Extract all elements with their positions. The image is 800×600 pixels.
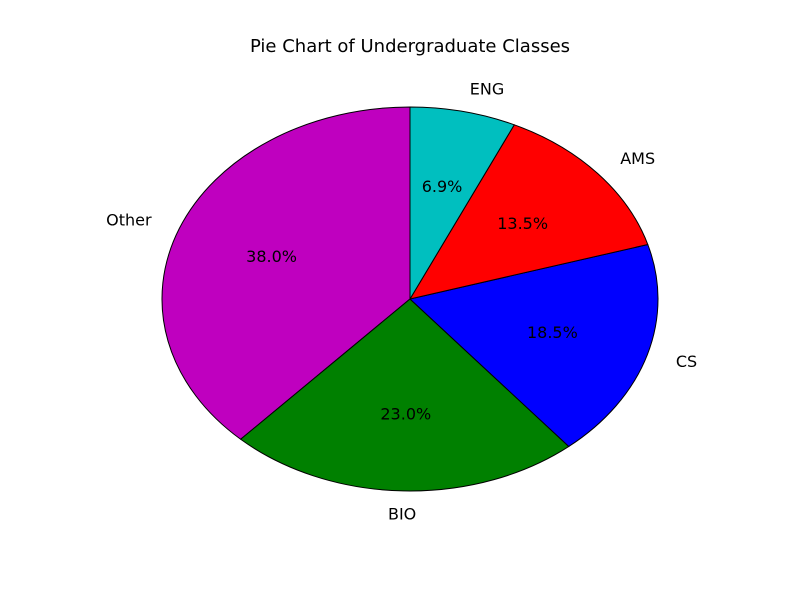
chart-title: Pie Chart of Undergraduate Classes bbox=[250, 36, 570, 57]
pie-slice-cs bbox=[409, 244, 659, 447]
pie-slices bbox=[161, 106, 659, 492]
pie-slice-other bbox=[161, 106, 411, 440]
pie-slice-eng bbox=[409, 106, 515, 300]
pie-slice-ams bbox=[409, 124, 649, 300]
slice-percent-other: 38.0% bbox=[246, 247, 297, 266]
slice-percent-eng: 6.9% bbox=[422, 177, 463, 196]
slice-label-eng: ENG bbox=[470, 80, 504, 99]
slice-label-bio: BIO bbox=[388, 504, 416, 523]
slice-label-ams: AMS bbox=[620, 149, 655, 168]
pie-labels: Other 38.0% BIO 23.0% CS 18.5% AMS 13.5% ENG 6.9% bbox=[106, 80, 697, 524]
slice-label-cs: CS bbox=[676, 352, 697, 371]
pie-slice-bio bbox=[240, 298, 570, 492]
slice-percent-bio: 23.0% bbox=[380, 405, 431, 424]
slice-percent-ams: 13.5% bbox=[497, 214, 548, 233]
slice-percent-cs: 18.5% bbox=[527, 323, 578, 342]
slice-label-other: Other bbox=[106, 211, 152, 230]
